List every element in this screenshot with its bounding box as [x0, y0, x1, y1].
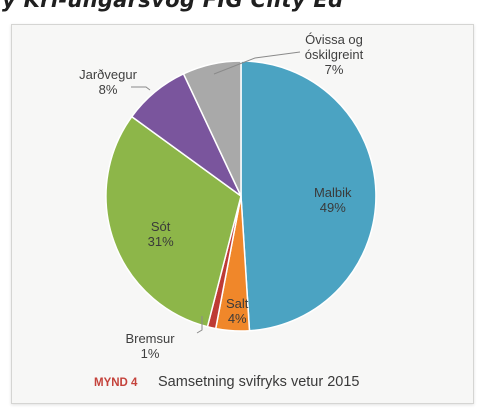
- pie-slice-sot: [105, 115, 242, 328]
- pie-slice-ovissa-og-oskilgreint: [182, 60, 242, 197]
- slice-label-sot: Sót 31%: [148, 219, 174, 249]
- slice-percent-salt: 4%: [228, 311, 247, 326]
- slice-label-malbik: Malbik 49%: [314, 185, 352, 215]
- leader-line-ovissa-og-oskilgreint: [213, 51, 301, 75]
- slice-label-salt: Salt 4%: [226, 296, 249, 326]
- top-text-strip: y Kri-ungarsvog FIG Clity Ed: [0, 0, 483, 24]
- slice-label-jardvegur: Jarðvegur 8%: [79, 67, 137, 97]
- pie-slice-malbik: [240, 60, 377, 332]
- slice-label-line: Óvissa og: [305, 32, 363, 47]
- caption-number: MYND 4: [94, 377, 138, 389]
- slice-label-line: Jarðvegur: [79, 67, 137, 82]
- slice-label-line: óskilgreint: [305, 47, 364, 62]
- slice-label-ovissa-og-oskilgreint: Óvissa og óskilgreint 7%: [305, 32, 364, 77]
- header-fragment: y Kri-ungarsvog FIG Clity Ed: [2, 0, 344, 12]
- slice-percent-ovissa-og-oskilgreint: 7%: [325, 62, 344, 77]
- slice-label-line: Salt: [226, 296, 249, 311]
- slice-label-bremsur: Bremsur 1%: [125, 331, 175, 361]
- caption-text: Samsetning svifryks vetur 2015: [158, 374, 359, 390]
- leader-line-jardvegur: [131, 86, 151, 91]
- leader-line-bremsur: [196, 316, 203, 334]
- slice-label-line: Bremsur: [125, 331, 175, 346]
- slice-percent-jardvegur: 8%: [99, 82, 118, 97]
- slice-label-line: Sót: [151, 219, 171, 234]
- slice-percent-sot: 31%: [148, 234, 174, 249]
- slice-percent-malbik: 49%: [320, 200, 346, 215]
- slice-label-line: Malbik: [314, 185, 352, 200]
- slice-percent-bremsur: 1%: [141, 346, 160, 361]
